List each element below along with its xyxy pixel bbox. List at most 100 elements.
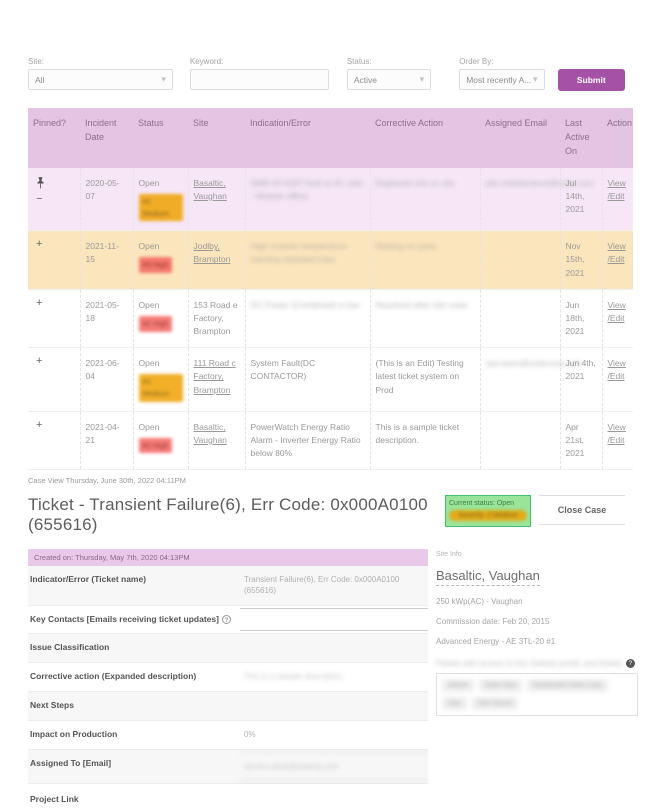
status-filter-group: Status: Active ▾ <box>346 57 432 90</box>
unpin-minus-icon[interactable]: − <box>36 192 43 205</box>
field-value: 0% <box>244 730 256 740</box>
assigned-email-text: ops.team@solarcorp.com <box>485 358 583 369</box>
status-box: Current status: Open Severity: 2 Medium <box>445 495 531 528</box>
field-value[interactable]: service.desk@solarity.com <box>240 752 428 782</box>
corrective-action-text: Waiting on parts <box>375 241 437 252</box>
case-title-row: Ticket - Transient Failure(6), Err Code:… <box>28 495 625 535</box>
table-row: − + 2021-11-15 Open #3 High Jodlby, Bram… <box>28 230 633 290</box>
help-icon[interactable]: ? <box>625 659 635 669</box>
field-label: Impact on Production <box>30 729 118 740</box>
status-cell: Open #2 Medium <box>132 167 188 232</box>
last-active-cell: Jul 14th, 2021 <box>559 167 602 232</box>
help-icon[interactable]: ? <box>221 614 231 624</box>
col-email: Assigned Email <box>480 108 560 168</box>
edit-link[interactable]: /Edit <box>607 312 625 323</box>
filter-bar: Site: All ▾ Keyword: Status: Active ▾ Or… <box>28 57 626 91</box>
action-cell: View /Edit <box>601 411 633 471</box>
field-value[interactable] <box>240 607 428 632</box>
view-link[interactable]: View <box>607 299 626 310</box>
pin-plus-icon[interactable]: + <box>36 418 43 431</box>
site-info-panel: Site Info Basaltic, Vaughan 250 kWp(AC) … <box>436 549 640 812</box>
severity-pill: Severity: 2 Medium <box>449 510 527 522</box>
site-link[interactable]: Basaltic, Vaughan <box>193 421 227 445</box>
site-select[interactable]: All ▾ <box>28 69 173 90</box>
status-select[interactable]: Active ▾ <box>346 69 432 90</box>
col-pinned: Pinned? <box>28 108 80 168</box>
severity-badge: #3 High <box>138 257 173 274</box>
form-field-row: Assigned To [Email] service.desk@solarit… <box>28 750 428 785</box>
parties-access-line: Parties with access to this Solarity por… <box>436 659 640 669</box>
edit-link[interactable]: /Edit <box>607 371 625 382</box>
view-link[interactable]: View <box>607 358 626 369</box>
form-field-row: Issue Classification <box>28 634 428 664</box>
pin-plus-icon[interactable]: + <box>36 238 43 251</box>
field-value <box>240 692 428 720</box>
close-case-button[interactable]: Close Case <box>539 495 625 526</box>
incident-date-cell: 2021-06-04 <box>79 347 133 412</box>
last-active-cell: Apr 21st, 2021 <box>559 411 602 471</box>
access-chip: Distributed Solar Corp <box>526 679 608 693</box>
ticket-title: Ticket - Transient Failure(6), Err Code:… <box>28 495 428 535</box>
keyword-filter-group: Keyword: <box>189 57 329 90</box>
corrective-action-text: (This is an Edit) Testing latest ticket … <box>375 358 464 395</box>
col-status: Status <box>133 108 188 168</box>
tickets-table: Pinned? Incident Date Status Site Indica… <box>28 108 633 471</box>
corrective-action-text: This is a sample ticket description. <box>375 421 460 445</box>
field-label: Issue Classification <box>30 642 110 653</box>
field-label: Corrective action (Expanded description) <box>30 671 197 682</box>
action-cell: View /Edit <box>601 289 633 349</box>
incident-date-cell: 2021-04-21 <box>79 411 133 471</box>
edit-link[interactable]: /Edit <box>607 434 625 445</box>
view-link[interactable]: View <box>607 241 626 252</box>
indication-error-text: PowerWatch Energy Ratio Alarm - Inverter… <box>250 421 361 459</box>
field-label: Indicator/Error (Ticket name) <box>30 574 147 585</box>
keyword-input[interactable] <box>189 69 329 90</box>
pin-cell: − + <box>28 167 80 232</box>
severity-badge: #2 High <box>138 315 173 332</box>
status-text: Open <box>138 177 160 188</box>
project-link-label: Project Link <box>30 794 79 805</box>
field-rows: Indicator/Error (Ticket name) Transient … <box>28 566 428 785</box>
site-link[interactable]: Jodlby, Brampton <box>193 241 231 265</box>
indication-error-text: SMB-04 IGBT fault at AC side - Module of… <box>250 177 363 201</box>
site-name-link[interactable]: Basaltic, Vaughan <box>436 568 540 587</box>
indication-error-text: DC Power (Combined) is low <box>250 299 360 310</box>
col-date: Incident Date <box>80 108 133 168</box>
access-chip: Admin <box>442 679 474 693</box>
created-on-bar: Created on: Thursday, May 7th, 2020 04:1… <box>28 549 428 567</box>
severity-badge: #2 Medium <box>138 374 183 402</box>
access-chips-box: Admin Solar Ops Distributed Solar Corp Ops S… <box>436 673 638 717</box>
action-cell: View /Edit <box>601 230 633 290</box>
field-label: Next Steps <box>30 700 74 711</box>
status-cell: Open #2 High <box>132 411 188 471</box>
incident-date-cell: 2021-11-15 <box>79 230 133 290</box>
site-link[interactable]: 153 Road e Factory, Brampton <box>193 299 238 337</box>
edit-link[interactable]: /Edit <box>607 190 625 201</box>
orderby-select[interactable]: Most recently A... ▾ <box>459 69 545 90</box>
chevron-down-icon: ▾ <box>161 74 166 84</box>
site-capacity: 250 kWp(AC) - Vaughan <box>436 597 523 607</box>
parties-access-label: Parties with access to this Solarity por… <box>436 659 622 669</box>
site-link[interactable]: Basaltic, Vaughan <box>193 177 227 201</box>
indication-error-text: System Fault(DC CONTACTOR) <box>250 358 316 382</box>
chevron-down-icon: ▾ <box>533 74 538 84</box>
keyword-filter-label: Keyword: <box>189 57 224 66</box>
last-active-cell: Nov 15th, 2021 <box>559 230 602 290</box>
col-corrective: Corrective Action <box>370 108 480 168</box>
pushpin-icon[interactable] <box>36 176 45 193</box>
site-info-label: Site Info <box>436 551 462 559</box>
pin-plus-icon[interactable]: + <box>36 355 43 368</box>
form-field-row: Key Contacts [Emails receiving ticket up… <box>28 606 428 635</box>
view-link[interactable]: View <box>607 177 626 188</box>
col-site: Site <box>188 108 245 168</box>
form-field-row: Corrective action (Expanded description)… <box>28 663 428 693</box>
status-select-value: Active <box>353 74 377 85</box>
pin-plus-icon[interactable]: + <box>36 296 43 309</box>
submit-button[interactable]: Submit <box>557 69 626 91</box>
pin-cell: − + <box>28 347 80 412</box>
status-cell: Open #2 High <box>132 289 188 349</box>
edit-link[interactable]: /Edit <box>607 254 625 265</box>
site-link[interactable]: 111 Road c Factory, Brampton <box>193 358 236 395</box>
view-link[interactable]: View <box>607 421 626 432</box>
field-label: Key Contacts [Emails receiving ticket up… <box>30 613 219 624</box>
